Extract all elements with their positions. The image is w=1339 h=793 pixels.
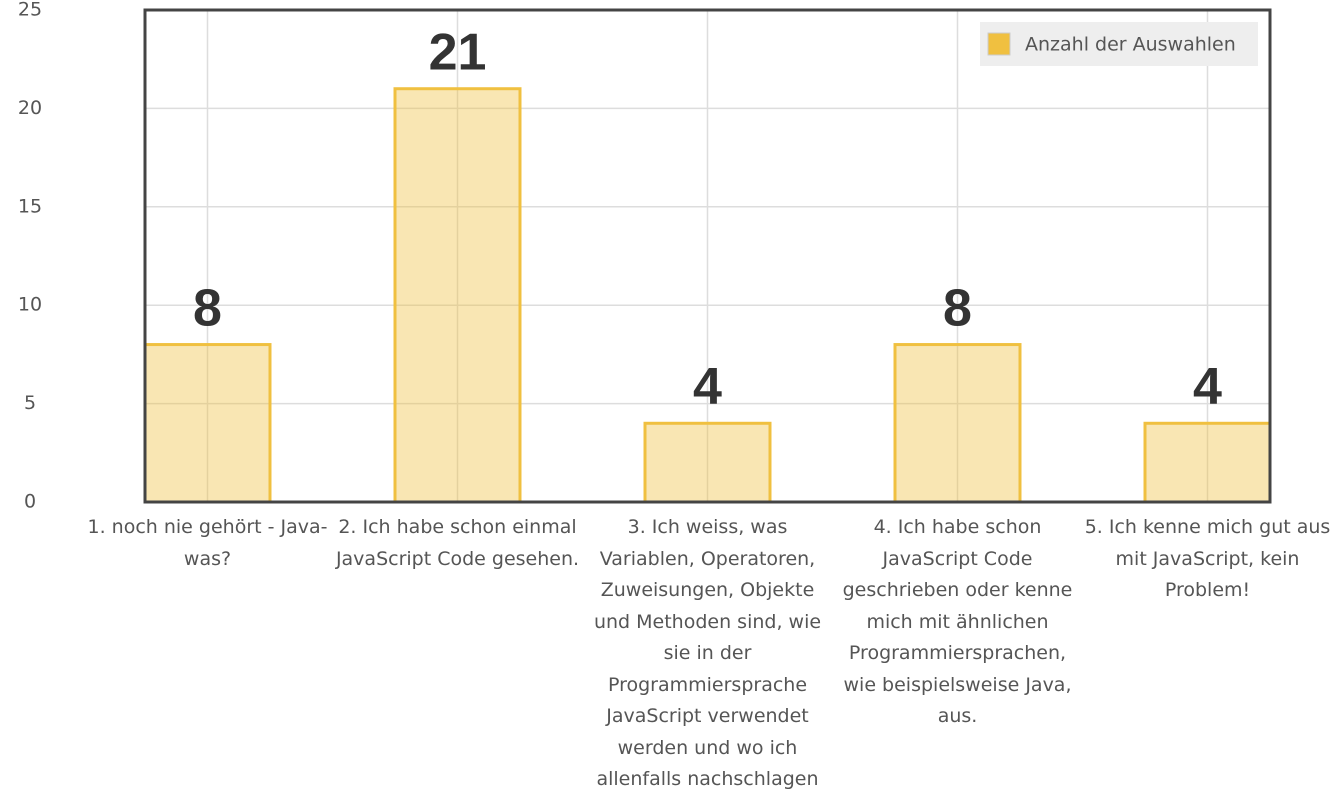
bar: [1143, 421, 1272, 504]
x-tick-label: 4. Ich habe schon JavaScript Code geschr…: [842, 516, 1073, 727]
bar: [143, 343, 272, 504]
x-tick-label: 1. noch nie gehört - Java-was?: [87, 516, 328, 570]
x-tick-label: 5. Ich kenne mich gut aus mit JavaScript…: [1084, 516, 1331, 601]
y-tick-label: 20: [18, 97, 42, 119]
data-label: 8: [943, 279, 972, 337]
bar: [393, 87, 522, 504]
y-tick-label: 0: [24, 491, 36, 513]
y-tick-label: 10: [18, 294, 42, 316]
plot-border: [143, 8, 1272, 504]
bar: [643, 421, 772, 504]
y-tick-label: 25: [18, 0, 42, 21]
y-tick-label: 5: [24, 392, 36, 414]
data-label: 21: [429, 23, 487, 81]
bar: [893, 343, 1022, 504]
data-label: 4: [693, 358, 722, 416]
legend-box: [980, 22, 1258, 66]
legend-label: Anzahl der Auswahlen: [1025, 34, 1236, 56]
y-tick-label: 15: [18, 195, 42, 217]
x-tick-label: 2. Ich habe schon einmal JavaScript Code…: [335, 516, 580, 570]
x-tick-label: 3. Ich weiss, was Variablen, Operatoren,…: [593, 516, 822, 790]
legend-swatch: [987, 32, 1011, 56]
data-label: 4: [1193, 358, 1222, 416]
data-label: 8: [193, 279, 222, 337]
